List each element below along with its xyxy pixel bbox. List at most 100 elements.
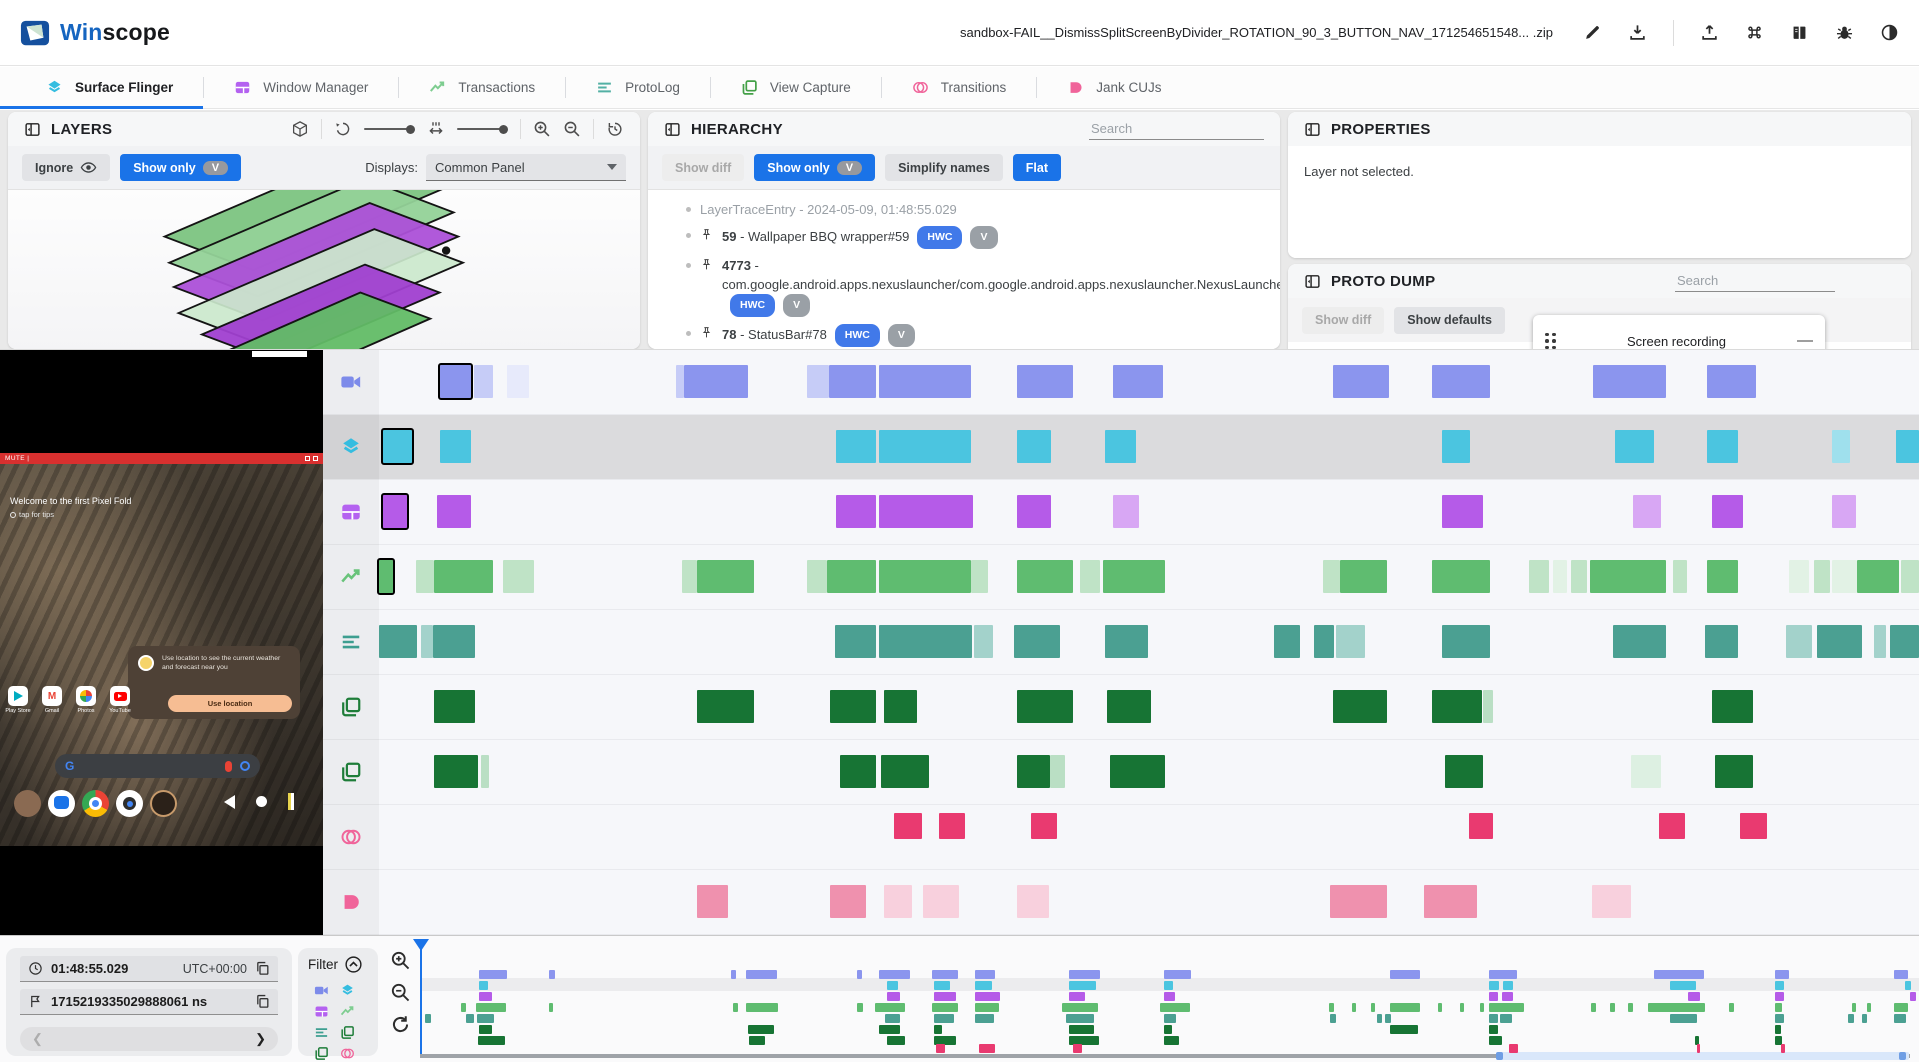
timeline-block[interactable] — [682, 560, 697, 593]
timeline-block[interactable] — [879, 560, 971, 593]
timeline-block[interactable] — [894, 813, 922, 839]
rotation-slider[interactable] — [364, 124, 415, 134]
timeline-block[interactable] — [1442, 430, 1470, 463]
proto-dump-search-input[interactable] — [1675, 270, 1835, 292]
timeline-block[interactable] — [1817, 625, 1862, 658]
timeline-block[interactable] — [836, 495, 876, 528]
dock-messages-icon[interactable] — [48, 790, 75, 817]
timeline-block[interactable] — [697, 690, 754, 723]
app-shortcut-play-store[interactable]: Play Store — [5, 686, 31, 714]
timeline-block[interactable] — [879, 430, 971, 463]
timeline-block[interactable] — [697, 560, 754, 593]
timeline-block[interactable] — [1110, 755, 1165, 788]
3d-view-icon[interactable] — [291, 120, 309, 138]
timeline-block[interactable] — [507, 365, 529, 398]
videocam-icon[interactable] — [314, 983, 329, 998]
timeline-block[interactable] — [437, 495, 471, 528]
timeline-block[interactable] — [939, 813, 965, 839]
tab-jank-cujs[interactable]: Jank CUJs — [1037, 67, 1191, 108]
timeline-block[interactable] — [1105, 430, 1136, 463]
timeline-block[interactable] — [434, 755, 478, 788]
timeline-block[interactable] — [1340, 560, 1387, 593]
timeline-block[interactable] — [1740, 813, 1767, 839]
timeline-block[interactable] — [1017, 755, 1050, 788]
show-only-v-button[interactable]: Show only V — [120, 154, 242, 181]
scroll-right-icon[interactable]: ❯ — [255, 1031, 266, 1046]
show-only-v-button[interactable]: Show only V — [754, 154, 876, 181]
timeline-block[interactable] — [481, 755, 489, 788]
minimap-slider-track[interactable] — [420, 1054, 1910, 1058]
timeline-block[interactable] — [1017, 885, 1049, 918]
collapse-layers-icon[interactable] — [24, 121, 41, 138]
report-bug-icon[interactable] — [1835, 23, 1854, 42]
dark-mode-toggle-icon[interactable] — [1880, 23, 1899, 42]
timeline-block[interactable] — [1712, 495, 1743, 528]
timeline-block[interactable] — [438, 363, 473, 400]
timeline-block[interactable] — [474, 365, 493, 398]
collapse-filter-icon[interactable] — [344, 955, 363, 974]
timeline-block[interactable] — [884, 690, 917, 723]
pin-icon[interactable] — [700, 258, 713, 271]
timeline-block[interactable] — [1017, 495, 1051, 528]
zoom-in-icon[interactable] — [390, 950, 411, 971]
timeline-block[interactable] — [503, 560, 534, 593]
copy-ns-icon[interactable] — [255, 994, 270, 1009]
timeline-block[interactable] — [1274, 625, 1300, 658]
timeline-block[interactable] — [684, 365, 748, 398]
minimize-icon[interactable] — [1797, 339, 1813, 343]
scroll-left-icon[interactable]: ❮ — [32, 1031, 43, 1046]
collapse-proto-dump-icon[interactable] — [1304, 273, 1321, 290]
hierarchy-tree-node[interactable]: 78 - StatusBar#78 HWC V — [686, 324, 1274, 347]
timeline-block[interactable] — [1107, 690, 1151, 723]
drag-handle-icon[interactable] — [1545, 332, 1556, 350]
dock-android-icon[interactable] — [14, 790, 41, 817]
dock-android-beta-icon[interactable] — [150, 790, 177, 817]
timeline-block[interactable] — [974, 625, 993, 658]
timeline-block[interactable] — [1103, 560, 1165, 593]
timeline-block[interactable] — [377, 558, 395, 595]
google-search-bar[interactable]: G — [55, 754, 260, 778]
timeline-block[interactable] — [1050, 755, 1065, 788]
current-ns-field[interactable]: 1715219335029888061 ns — [20, 989, 278, 1015]
timeline-block[interactable] — [840, 755, 876, 788]
timeline-block[interactable] — [1901, 560, 1919, 593]
timeline-block[interactable] — [1890, 625, 1919, 658]
timeline-block[interactable] — [1113, 495, 1139, 528]
timeline-cursor-head[interactable] — [413, 939, 429, 951]
timeline-row-jank-cujs[interactable] — [323, 870, 1919, 935]
minimap-selection-range[interactable] — [1499, 1052, 1909, 1060]
timeline-block[interactable] — [1469, 813, 1493, 839]
timeline-block[interactable] — [1832, 560, 1857, 593]
timeline-block[interactable] — [1105, 625, 1148, 658]
timeline-block[interactable] — [1432, 365, 1490, 398]
range-handle-right[interactable] — [1899, 1052, 1906, 1060]
timeline-block[interactable] — [416, 560, 434, 593]
timeline-block[interactable] — [829, 365, 876, 398]
timeline-block[interactable] — [381, 428, 414, 465]
timeline-block[interactable] — [1483, 690, 1493, 723]
show-defaults-button[interactable]: Show defaults — [1394, 306, 1505, 334]
timeline-block[interactable] — [1314, 625, 1334, 658]
timeline-block[interactable] — [1017, 690, 1073, 723]
timeline-block[interactable] — [1113, 365, 1163, 398]
collapse-properties-icon[interactable] — [1304, 121, 1321, 138]
tab-surface-flinger[interactable]: Surface Flinger — [0, 67, 204, 109]
spacing-slider[interactable] — [457, 124, 508, 134]
hierarchy-search-input[interactable] — [1089, 118, 1264, 140]
layer-spacing-icon[interactable] — [427, 120, 445, 138]
timeline-block[interactable] — [879, 625, 972, 658]
timeline-block[interactable] — [1424, 885, 1477, 918]
timeline-scrollbar[interactable]: ❮ ❯ — [20, 1027, 278, 1051]
timeline-block[interactable] — [835, 625, 876, 658]
timeline-block[interactable] — [1615, 430, 1654, 463]
timeline-block[interactable] — [1593, 365, 1666, 398]
app-shortcut-youtube[interactable]: YouTube — [108, 686, 132, 714]
reset-zoom-icon[interactable] — [390, 1014, 411, 1035]
timeline-block[interactable] — [830, 885, 866, 918]
viewcapture-icon[interactable] — [314, 1046, 329, 1061]
layers-3d-canvas[interactable] — [8, 190, 640, 349]
tab-transitions[interactable]: Transitions — [882, 67, 1037, 108]
timeline-minimap[interactable] — [420, 936, 1919, 1063]
timeline-block[interactable] — [1715, 755, 1753, 788]
timeline-block[interactable] — [1896, 430, 1919, 463]
